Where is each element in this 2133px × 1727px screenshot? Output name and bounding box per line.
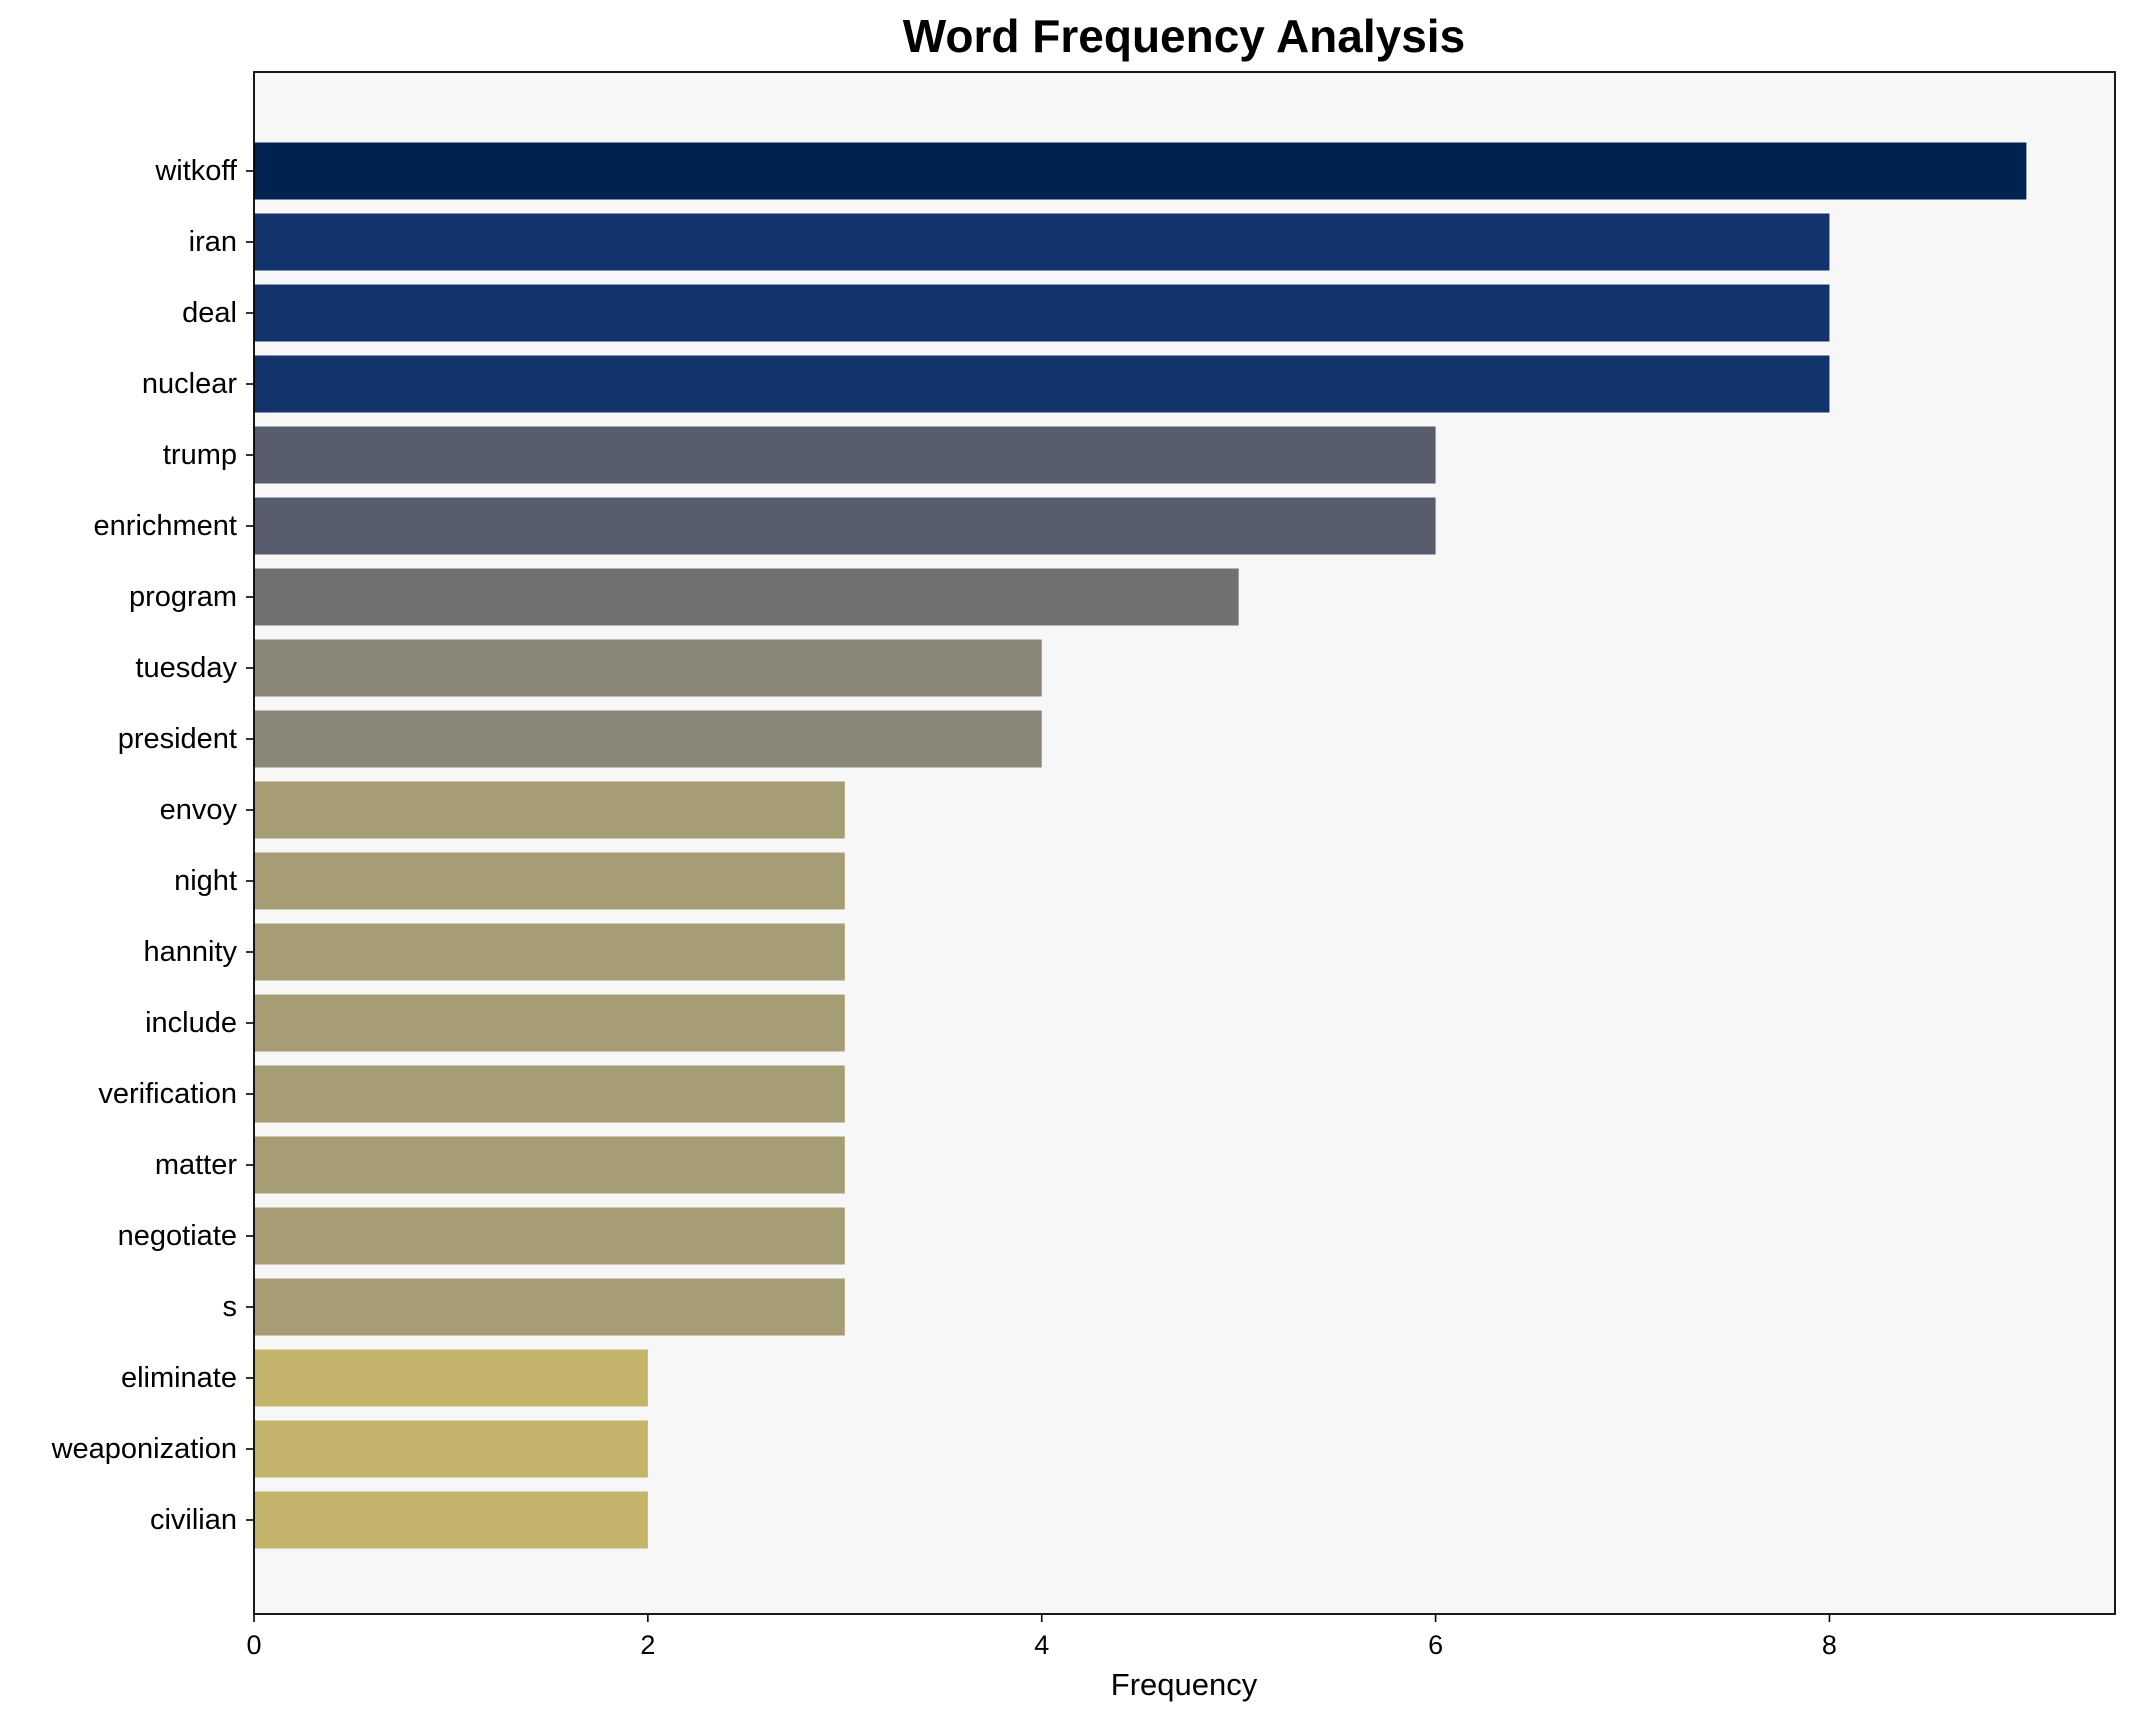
bar-include <box>254 994 845 1052</box>
y-tick-label: iran <box>189 226 237 258</box>
y-tick-label: negotiate <box>118 1220 237 1252</box>
y-tick-label: trump <box>163 439 237 471</box>
bar-enrichment <box>254 497 1436 555</box>
x-tick-label: 6 <box>1428 1630 1443 1660</box>
bar-deal <box>254 284 1830 342</box>
bar-nuclear <box>254 355 1830 413</box>
y-tick-label: verification <box>98 1078 237 1110</box>
bar-weaponization <box>254 1420 648 1478</box>
x-tick-label: 8 <box>1822 1630 1837 1660</box>
bar-matter <box>254 1136 845 1194</box>
x-axis-label: Frequency <box>1111 1667 1258 1702</box>
y-tick-label: tuesday <box>135 652 237 684</box>
y-tick-label: envoy <box>160 794 238 826</box>
y-tick-label: enrichment <box>94 510 237 542</box>
plot-frame <box>253 71 2116 1615</box>
y-tick-label: president <box>118 723 237 755</box>
bar-president <box>254 710 1042 768</box>
bar-hannity <box>254 923 845 981</box>
y-tick-label: civilian <box>150 1504 237 1536</box>
bar-negotiate <box>254 1207 845 1265</box>
x-tick-label: 4 <box>1034 1630 1049 1660</box>
y-tick-label: nuclear <box>142 368 237 400</box>
bar-trump <box>254 426 1436 484</box>
bar-envoy <box>254 781 845 839</box>
y-tick-label: include <box>145 1007 237 1039</box>
bar-civilian <box>254 1491 648 1549</box>
y-tick-label: witkoff <box>154 155 238 187</box>
bar-verification <box>254 1065 845 1123</box>
x-tick-label: 2 <box>640 1630 655 1660</box>
x-tick-label: 0 <box>246 1630 261 1660</box>
y-tick-label: deal <box>182 297 237 329</box>
y-tick-label: weaponization <box>51 1433 237 1465</box>
bar-witkoff <box>254 142 2027 200</box>
bar-iran <box>254 213 1830 271</box>
bar-eliminate <box>254 1349 648 1407</box>
chart-title: Word Frequency Analysis <box>903 10 1465 62</box>
y-tick-label: hannity <box>143 936 237 968</box>
y-tick-label: eliminate <box>121 1362 237 1394</box>
y-tick-label: program <box>129 581 237 613</box>
bar-program <box>254 568 1239 626</box>
bar-tuesday <box>254 639 1042 697</box>
bar-s <box>254 1278 845 1336</box>
y-tick-label: night <box>174 865 237 897</box>
y-tick-label: s <box>223 1291 238 1323</box>
bar-night <box>254 852 845 910</box>
y-tick-label: matter <box>155 1149 238 1181</box>
